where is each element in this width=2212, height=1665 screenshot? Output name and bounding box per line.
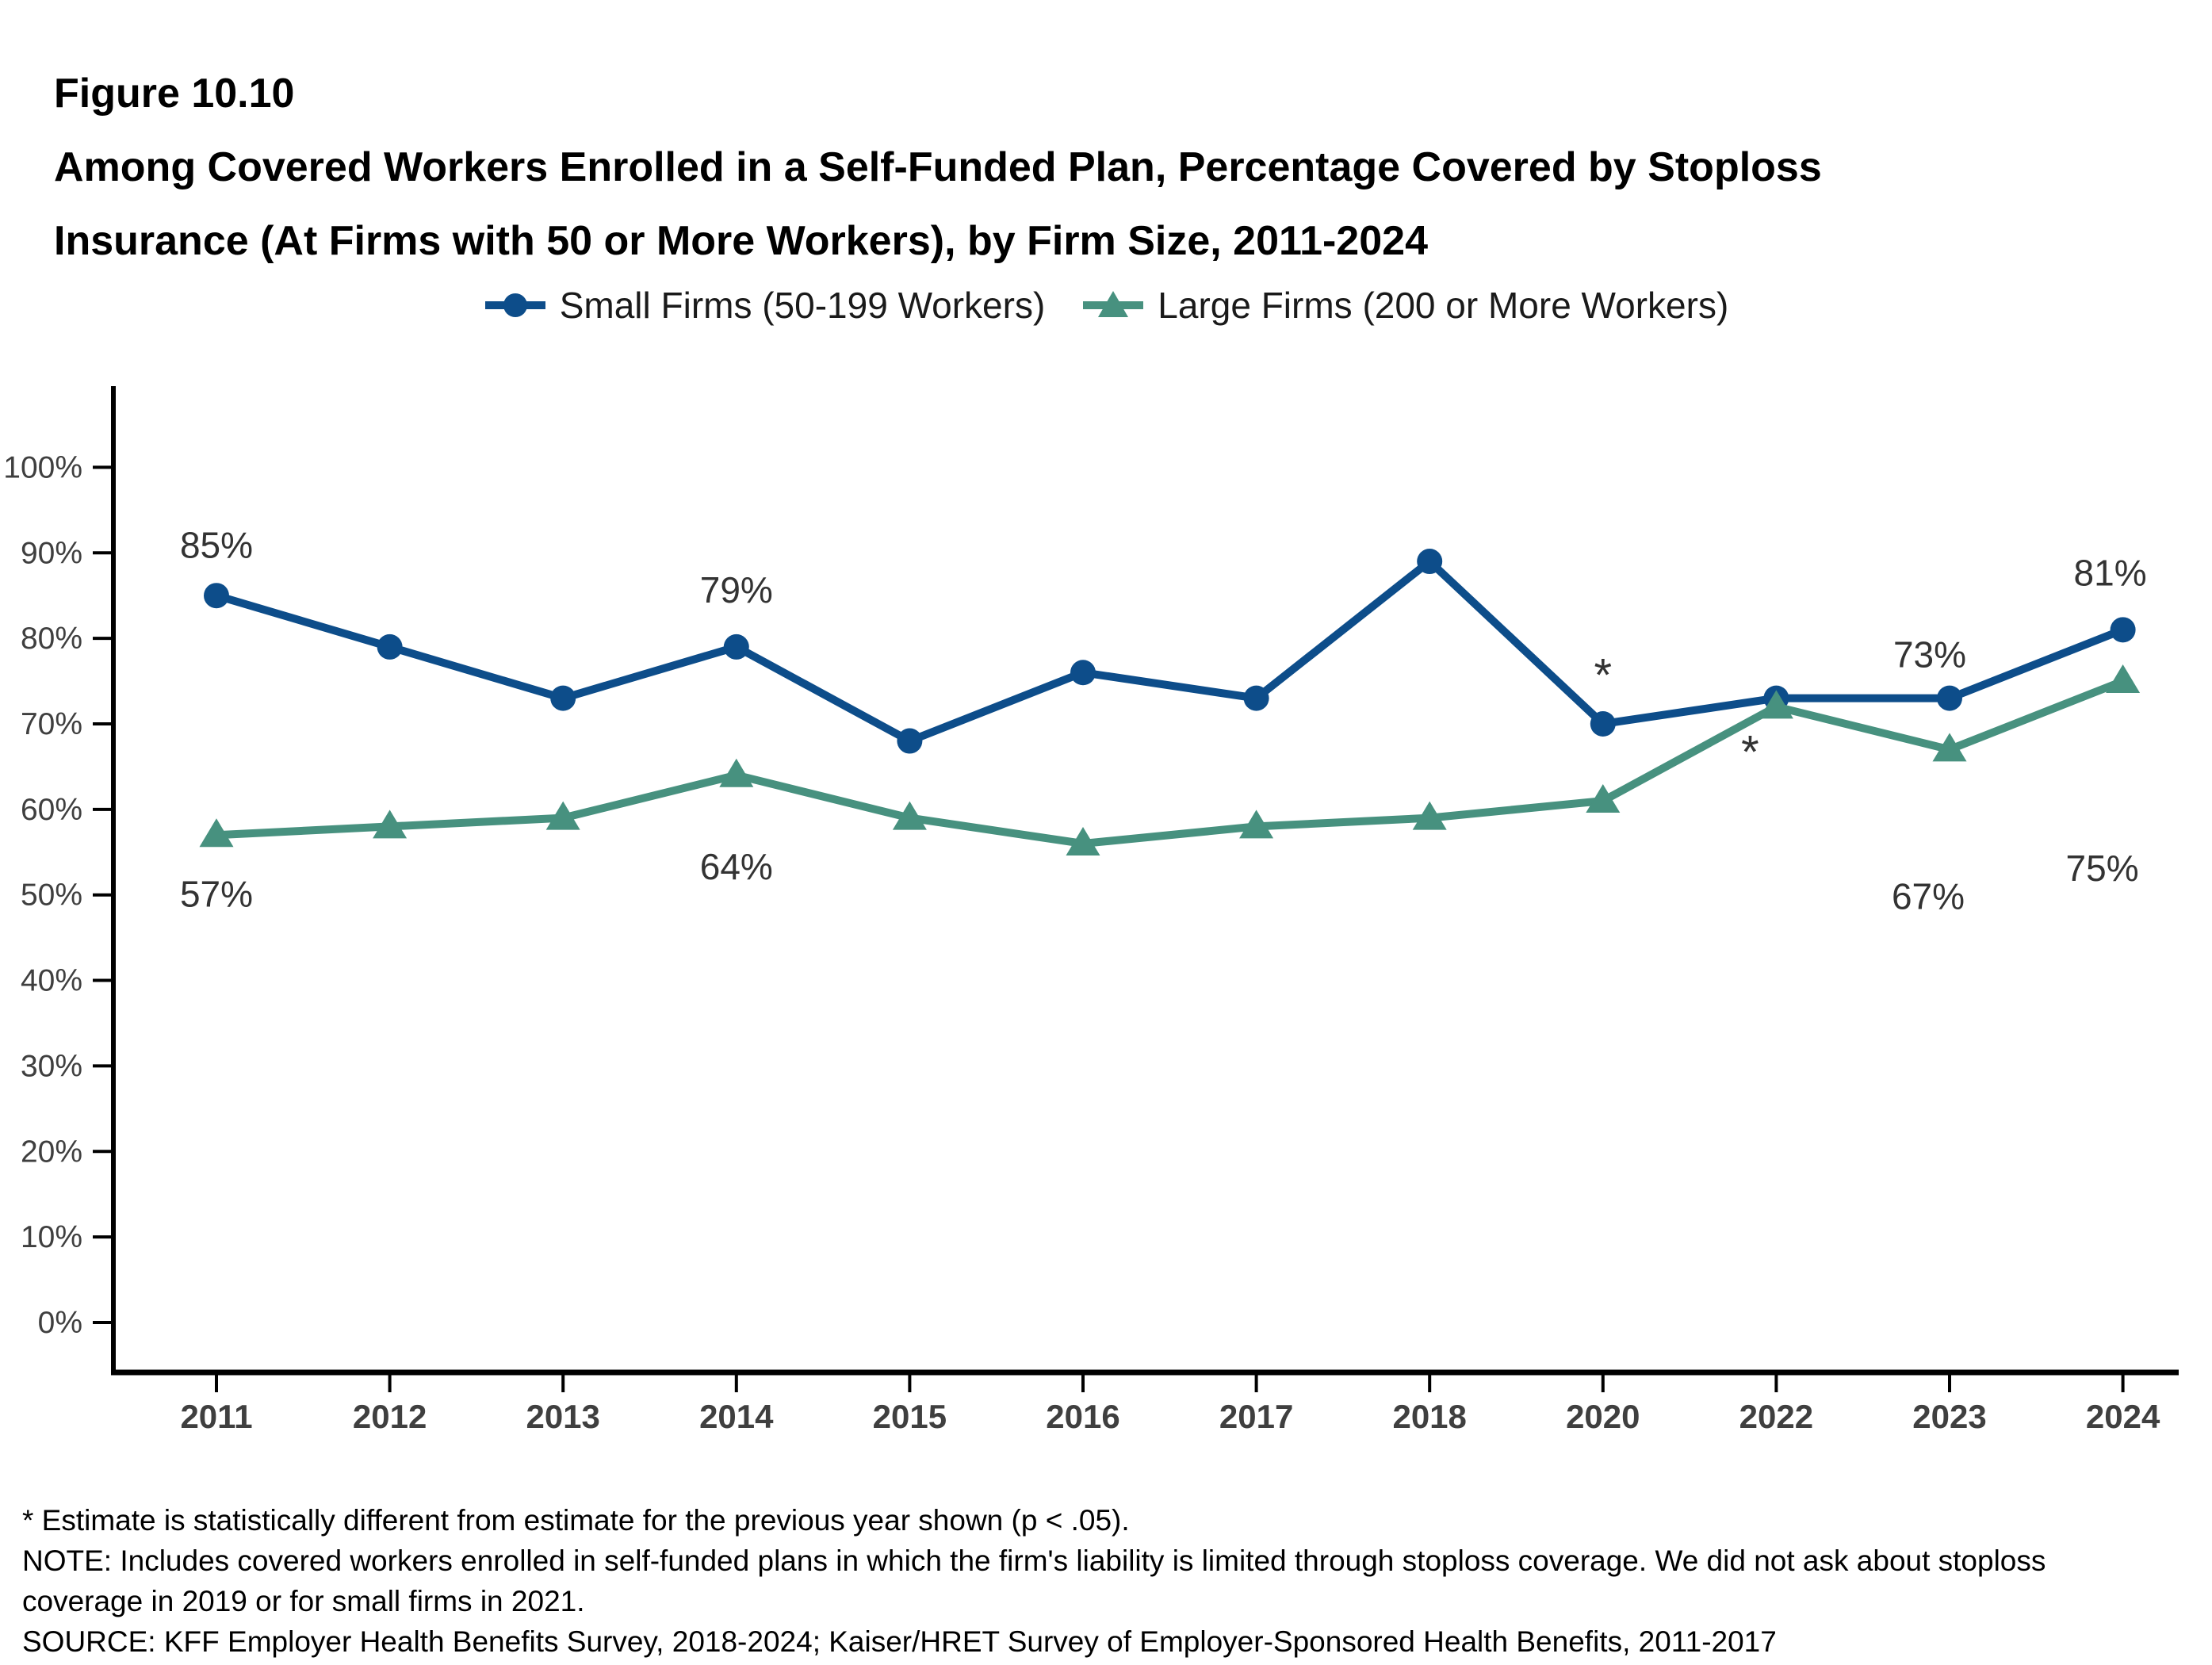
legend-label: Large Firms (200 or More Workers) <box>1158 285 1729 326</box>
data-point-small-firms-2017 <box>1243 685 1269 711</box>
data-point-small-firms-2015 <box>897 728 923 754</box>
stoploss-line-chart: 0% 10% 20% 30% 40% 50% 60% 70% 80% 90% 100% 2011 201… <box>3 386 2179 1435</box>
value-label-73pct: 73% <box>1893 634 1966 676</box>
data-point-small-firms-2020 <box>1590 710 1616 737</box>
data-point-large-firms-2012 <box>373 810 408 839</box>
x-tick-label-2014: 2014 <box>699 1398 774 1435</box>
footnote-source: SOURCE: KFF Employer Health Benefits Sur… <box>22 1625 1777 1658</box>
data-point-small-firms-2023 <box>1937 685 1962 711</box>
y-tick-label: 70% <box>21 707 82 741</box>
figure-title-line-1: Among Covered Workers Enrolled in a Self… <box>54 144 1822 190</box>
data-point-small-firms-2024 <box>2110 617 2136 643</box>
y-tick-label: 10% <box>21 1220 82 1254</box>
data-point-large-firms-2022 <box>1759 690 1793 719</box>
x-tick-label-2020: 2020 <box>1566 1398 1640 1435</box>
figure-number: Figure 10.10 <box>54 71 295 117</box>
circle-marker-icon <box>484 293 545 317</box>
figure-title-line-2: Insurance (At Firms with 50 or More Work… <box>54 218 1428 264</box>
data-point-small-firms-2011 <box>204 583 229 609</box>
y-tick-label: 20% <box>21 1135 82 1169</box>
footnote-significance: * Estimate is statistically different fr… <box>22 1504 1130 1537</box>
data-point-small-firms-2014 <box>723 633 749 660</box>
data-point-large-firms-2020 <box>1586 784 1621 813</box>
data-point-large-firms-2017 <box>1239 810 1274 839</box>
y-tick-label: 40% <box>21 964 82 998</box>
data-point-large-firms-2018 <box>1412 801 1447 830</box>
x-tick-label-2018: 2018 <box>1392 1398 1466 1435</box>
data-point-large-firms-2011 <box>199 818 234 848</box>
data-point-large-firms-2016 <box>1066 826 1100 855</box>
value-label-57pct: 57% <box>180 873 253 914</box>
x-tick-label-2011: 2011 <box>180 1398 252 1435</box>
y-tick-label: 0% <box>38 1306 82 1340</box>
data-point-small-firms-2016 <box>1070 660 1096 686</box>
x-tick-label-2022: 2022 <box>1739 1398 1813 1435</box>
legend-item-small-firms: Small Firms (50-199 Workers) <box>484 284 1046 327</box>
x-tick-label-2015: 2015 <box>873 1398 947 1435</box>
series-line-large-firms <box>216 677 2125 848</box>
triangle-marker-icon <box>1083 291 1144 317</box>
data-point-small-firms-2013 <box>550 685 576 711</box>
y-tick-label: 90% <box>21 536 82 570</box>
significance-asterisk: * <box>1741 727 1759 779</box>
value-label-64pct: 64% <box>700 846 773 887</box>
figure-header: Figure 10.10 Among Covered Workers Enrol… <box>54 57 1822 278</box>
x-tick-label-2023: 2023 <box>1912 1398 1986 1435</box>
x-tick-label-2024: 2024 <box>2086 1398 2160 1435</box>
y-tick-label: 30% <box>21 1049 82 1083</box>
y-tick-label: 80% <box>21 622 82 656</box>
legend-item-large-firms: Large Firms (200 or More Workers) <box>1081 284 1728 327</box>
chart-legend: Small Firms (50-199 Workers) Large Firms … <box>0 284 2212 327</box>
data-point-small-firms-2012 <box>377 633 403 660</box>
legend-label: Small Firms (50-199 Workers) <box>559 285 1046 326</box>
y-tick-label: 60% <box>21 793 82 827</box>
footnotes: * Estimate is statistically different fr… <box>22 1500 2084 1662</box>
y-tick-label: 100% <box>3 450 82 484</box>
data-point-large-firms-2013 <box>545 801 580 830</box>
series-line-small-firms <box>215 556 2125 746</box>
data-point-large-firms-2023 <box>1932 733 1967 762</box>
value-label-79pct: 79% <box>700 569 773 610</box>
data-point-large-firms-2024 <box>2106 664 2141 694</box>
value-label-85pct: 85% <box>180 524 253 565</box>
footnote-note: NOTE: Includes covered workers enrolled … <box>22 1544 2046 1617</box>
x-tick-label-2013: 2013 <box>526 1398 599 1435</box>
value-label-81pct: 81% <box>2074 552 2147 593</box>
x-tick-label-2017: 2017 <box>1219 1398 1293 1435</box>
data-point-large-firms-2014 <box>719 758 754 787</box>
significance-asterisk: * <box>1594 649 1613 701</box>
data-point-small-firms-2018 <box>1417 549 1443 575</box>
data-point-large-firms-2015 <box>892 801 927 830</box>
value-label-67pct: 67% <box>1892 875 1965 917</box>
value-label-75pct: 75% <box>2066 848 2139 889</box>
y-tick-label: 50% <box>21 878 82 913</box>
x-tick-label-2012: 2012 <box>353 1398 427 1435</box>
x-tick-label-2016: 2016 <box>1046 1398 1119 1435</box>
